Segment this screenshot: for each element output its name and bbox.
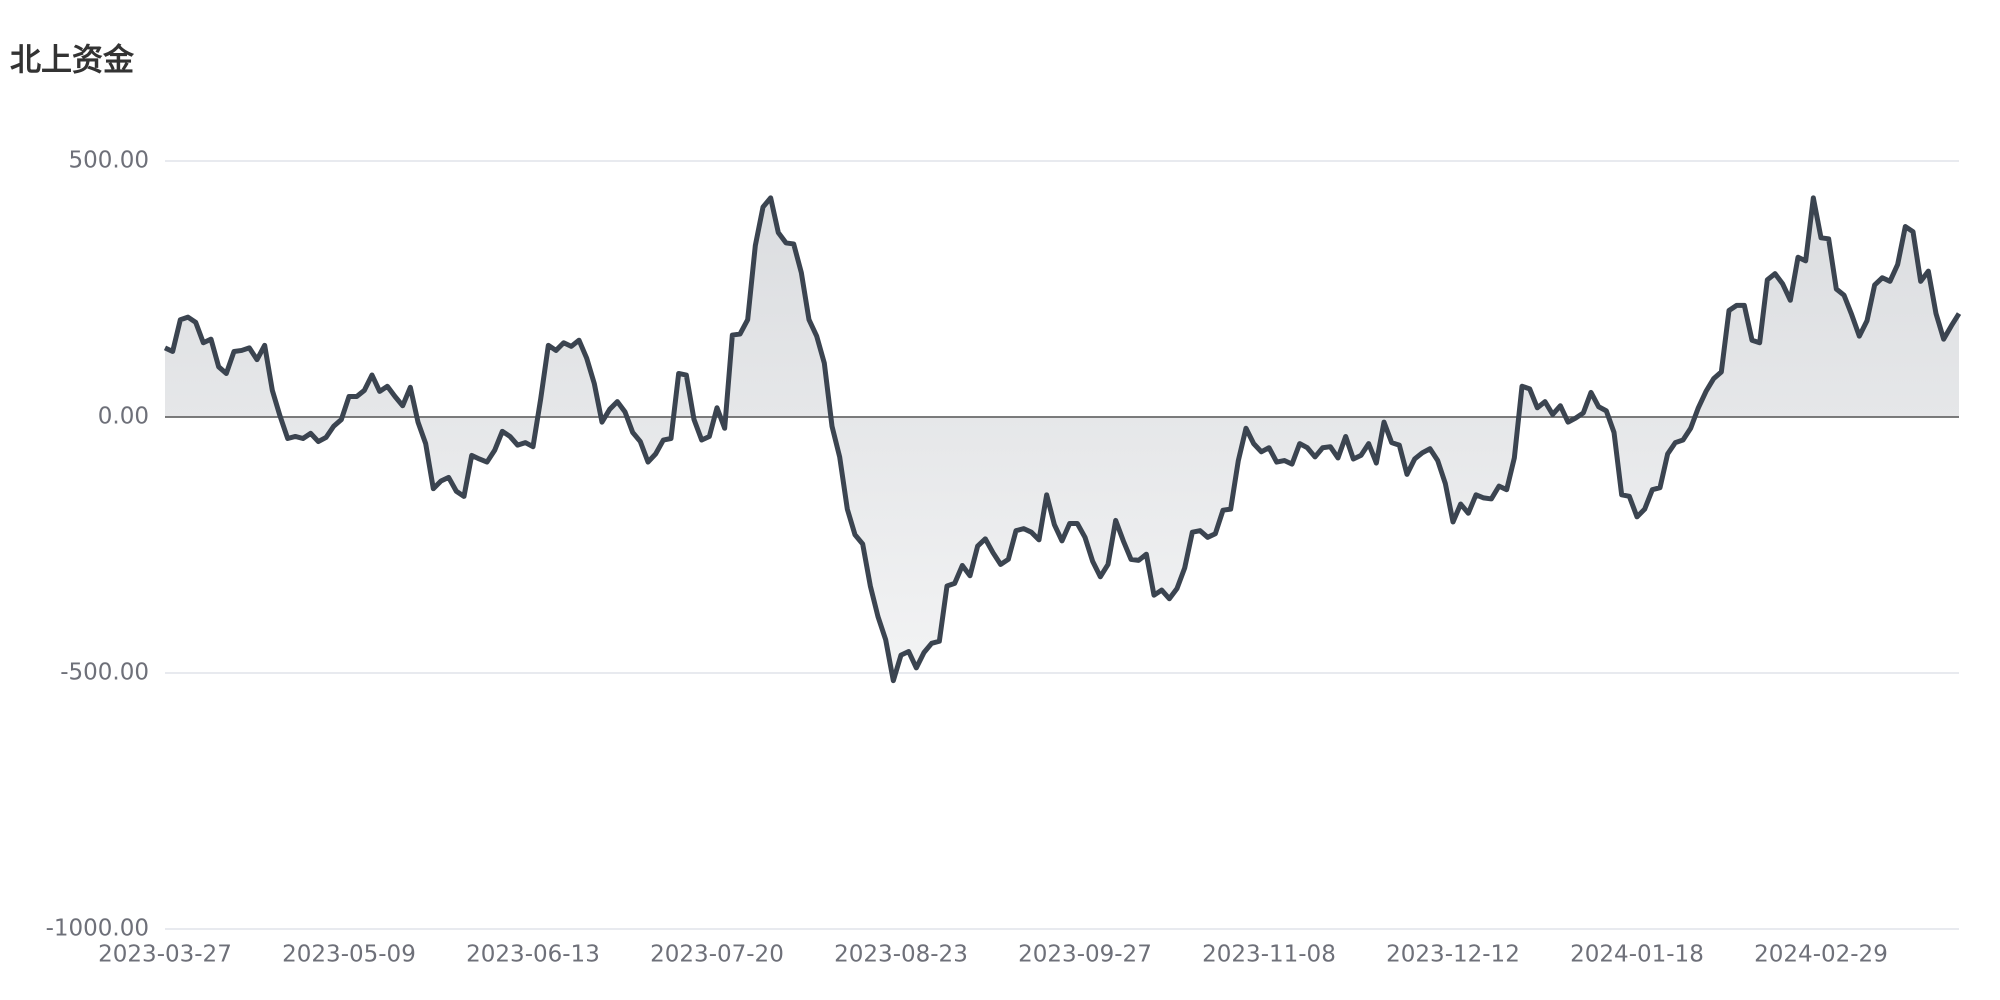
y-tick-label: 0.00 (98, 404, 149, 430)
x-tick-label: 2023-08-23 (834, 942, 968, 968)
x-tick-label: 2023-11-08 (1202, 942, 1336, 968)
x-tick-label: 2024-01-18 (1570, 942, 1704, 968)
y-tick-label: -1000.00 (46, 916, 149, 942)
x-tick-label: 2023-07-20 (650, 942, 784, 968)
x-tick-label: 2023-09-27 (1018, 942, 1152, 968)
x-tick-label: 2023-12-12 (1386, 942, 1520, 968)
line (163, 195, 1962, 684)
x-tick-label: 2023-06-13 (466, 942, 600, 968)
y-tick-label: 500.00 (69, 148, 149, 174)
area (165, 197, 1959, 681)
chart-title: 北上资金 (10, 43, 135, 79)
x-tick-label: 2024-02-29 (1754, 942, 1888, 968)
x-tick-label: 2023-03-27 (98, 942, 232, 968)
x-tick-label: 2023-05-09 (282, 942, 416, 968)
y-tick-label: -500.00 (60, 660, 149, 686)
